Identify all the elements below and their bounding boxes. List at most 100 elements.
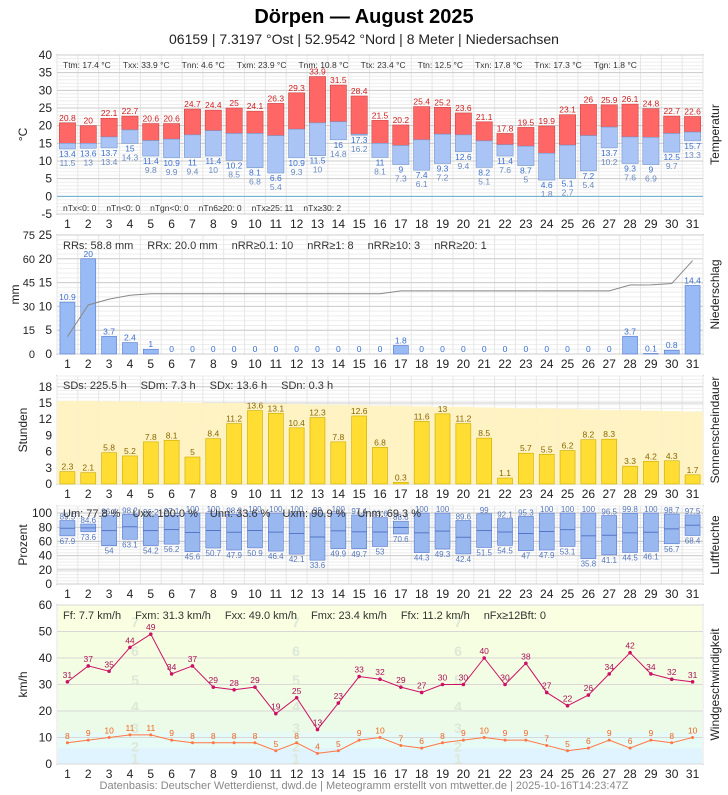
- humidity-day-label: 20: [457, 587, 471, 601]
- wind-mean-point: [274, 749, 278, 753]
- wind-gust-point: [565, 703, 570, 708]
- humidity-panel-title: Luftfeuchte: [708, 515, 722, 575]
- humidity-ytick-label: 0: [45, 577, 52, 591]
- temperature-bar-max: [121, 115, 139, 131]
- temperature-ground-label: 6.9: [645, 174, 657, 184]
- humidity-min-label: 70.6: [393, 535, 409, 544]
- humidity-ylabel: Prozent: [16, 524, 30, 566]
- humidity-min-label: 56.2: [164, 545, 180, 554]
- wind-gust-point: [399, 685, 403, 689]
- precipitation-label: 20: [84, 249, 94, 259]
- wind-ytick-label: 50: [39, 625, 53, 639]
- temperature-day-label: 1: [64, 217, 71, 231]
- humidity-day-label: 7: [189, 587, 196, 601]
- sunshine-day-label: 12: [290, 487, 304, 501]
- sunshine-stat: SDs: 225.5 h: [63, 380, 127, 392]
- wind-gust-label: 33: [354, 665, 364, 675]
- humidity-min-label: 47: [521, 552, 530, 561]
- humidity-day-label: 3: [106, 587, 113, 601]
- temperature-bar-min: [142, 140, 160, 157]
- sunshine-day-label: 14: [332, 487, 346, 501]
- temperature-max-label: 19.9: [538, 116, 555, 126]
- sunshine-bar: [684, 474, 701, 485]
- humidity-day-label: 11: [270, 587, 283, 601]
- wind-gust-label: 29: [250, 675, 260, 685]
- sunshine-day-label: 11: [270, 487, 283, 501]
- wind-mean-point: [461, 738, 465, 742]
- wind-mean-point: [253, 741, 257, 745]
- wind-day-label: 5: [147, 767, 154, 781]
- temperature-bar-max: [100, 117, 118, 138]
- wind-beaufort-label: 5: [131, 672, 139, 688]
- temperature-ground-label: 10: [209, 165, 219, 175]
- precipitation-day-label: 19: [436, 357, 450, 371]
- wind-mean-label: 9: [503, 728, 508, 738]
- temperature-ground-label: 7.6: [499, 165, 511, 175]
- humidity-ytick-label: 80: [39, 520, 53, 534]
- sunshine-day-label: 5: [147, 487, 154, 501]
- temperature-stat: Tnx: 17.3 °C: [534, 60, 581, 70]
- precipitation-frame: [56, 234, 704, 355]
- wind-mean-point: [295, 741, 299, 745]
- precipitation-label: 0: [524, 344, 529, 354]
- temperature-max-label: 25.2: [434, 97, 451, 107]
- temperature-stat: Ttn: 12.5 °C: [418, 60, 463, 70]
- sunshine-bar: [330, 441, 347, 485]
- sunshine-label: 6.2: [562, 441, 574, 451]
- temperature-day-label: 6: [168, 217, 175, 231]
- temperature-min-label: 8.1: [249, 168, 261, 178]
- humidity-max-label: 100: [248, 505, 262, 514]
- wind-gust-point: [315, 727, 320, 732]
- temperature-ytick-label: 5: [45, 172, 52, 186]
- temperature-ground-label: 1.8: [541, 189, 553, 199]
- sunshine-day-label: 6: [168, 487, 175, 501]
- wind-stat: Fmx: 23.4 km/h: [311, 610, 387, 622]
- wind-beaufort-label: 7: [292, 614, 300, 630]
- precipitation-ytick-label-cum: 60: [23, 254, 35, 266]
- temperature-bar-min: [642, 137, 660, 165]
- wind-beaufort-label: 4: [131, 699, 139, 715]
- sunshine-possible-bar: [390, 405, 412, 484]
- temperature-min-label: 12.5: [663, 152, 680, 162]
- humidity-day-label: 22: [498, 587, 512, 601]
- precipitation-day-label: 4: [127, 357, 134, 371]
- humidity-day-label: 5: [147, 587, 154, 601]
- humidity-min-label: 50.7: [206, 549, 222, 558]
- precipitation-day-label: 9: [231, 357, 238, 371]
- wind-gust-label: 29: [396, 675, 406, 685]
- wind-beaufort-label: 2: [131, 738, 139, 754]
- temperature-ground-label: 8.5: [228, 169, 240, 179]
- humidity-max-label: 93.6: [372, 510, 388, 519]
- wind-mean-label: 6: [419, 736, 424, 746]
- wind-mean-point: [524, 738, 528, 742]
- temperature-count-stat: nTx≥25: 11: [252, 203, 294, 213]
- wind-gust-label: 49: [146, 622, 156, 632]
- wind-mean-point: [149, 733, 153, 737]
- precipitation-label: 0: [482, 344, 487, 354]
- humidity-day-label: 2: [85, 587, 92, 601]
- humidity-max-label: 100: [644, 505, 658, 514]
- humidity-max-label: 100: [186, 505, 200, 514]
- wind-gust-point: [253, 685, 257, 689]
- wind-mean-point: [399, 743, 403, 747]
- wind-beaufort-band: [58, 631, 702, 661]
- temperature-day-label: 28: [623, 217, 637, 231]
- wind-gust-label: 31: [688, 670, 698, 680]
- precipitation-ytick-label: 10: [39, 299, 53, 313]
- temperature-bar-max: [225, 107, 243, 134]
- sunshine-bar: [184, 456, 201, 485]
- temperature-bar-max: [413, 106, 431, 141]
- precipitation-day-label: 26: [582, 357, 596, 371]
- precipitation-label: 0: [211, 344, 216, 354]
- humidity-day-label: 13: [311, 587, 325, 601]
- temperature-day-label: 3: [106, 217, 113, 231]
- wind-day-label: 10: [248, 767, 262, 781]
- humidity-min-label: 63.1: [122, 540, 138, 549]
- humidity-min-label: 42.1: [289, 555, 305, 564]
- sunshine-label: 5: [190, 447, 195, 457]
- wind-gust-point: [607, 672, 612, 676]
- wind-gust-label: 22: [563, 694, 573, 704]
- precipitation-label: 0: [169, 344, 174, 354]
- sunshine-bar: [413, 421, 430, 485]
